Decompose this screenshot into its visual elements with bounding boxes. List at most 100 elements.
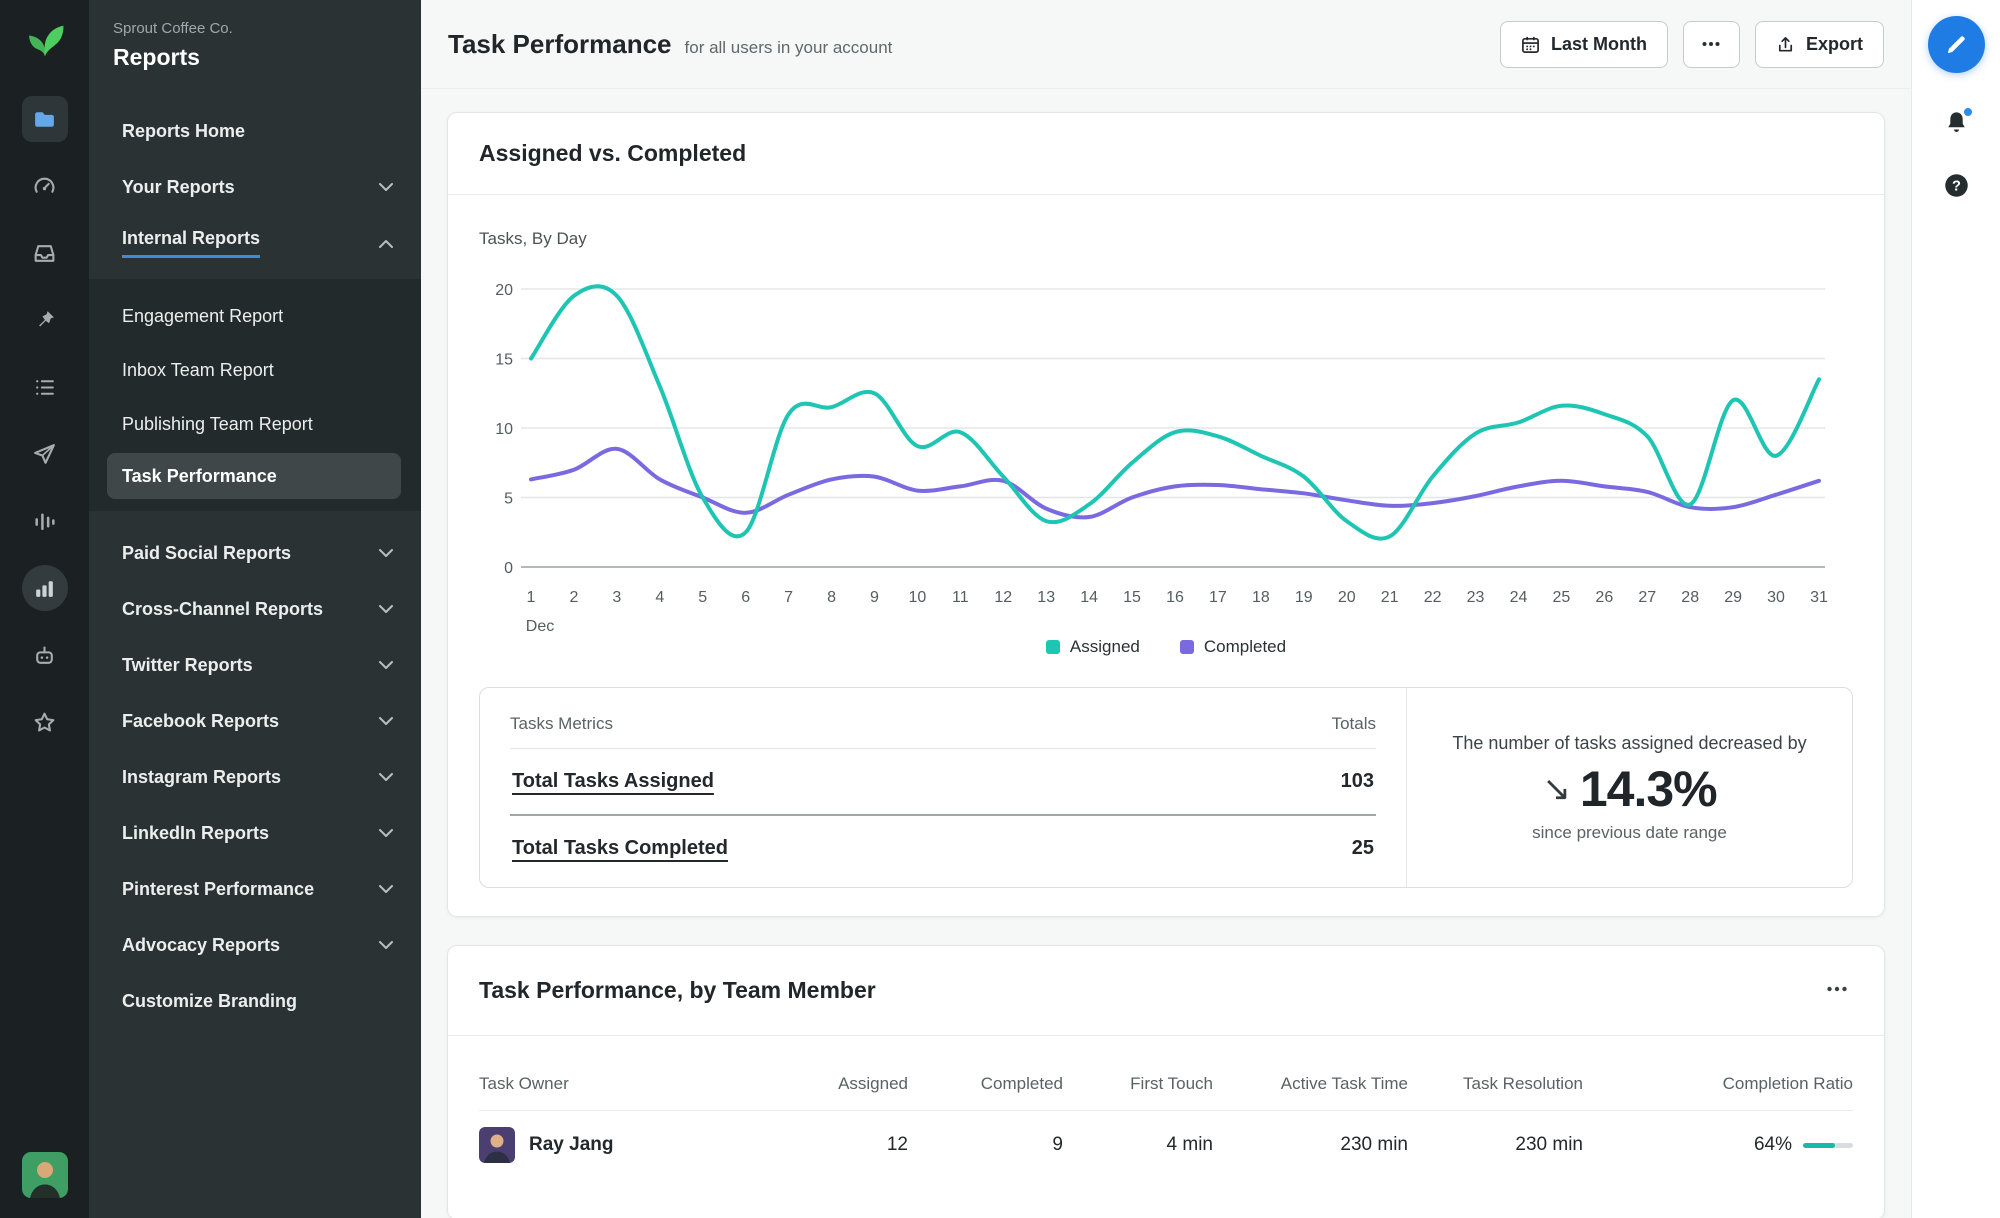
sidebar-item-internal-reports[interactable]: Internal Reports (89, 215, 421, 271)
sidebar-item-label: Advocacy Reports (122, 935, 280, 956)
sidebar-item-paid-social-reports[interactable]: Paid Social Reports (89, 525, 421, 581)
date-range-button[interactable]: Last Month (1500, 21, 1668, 68)
bot-icon[interactable] (22, 632, 68, 678)
list-icon[interactable] (22, 364, 68, 410)
compose-button[interactable] (1928, 16, 1985, 73)
audio-bars-icon[interactable] (22, 498, 68, 544)
send-icon[interactable] (22, 431, 68, 477)
metric-label[interactable]: Total Tasks Completed (512, 837, 728, 860)
completion-ratio-cell: 64% (1583, 1134, 1853, 1156)
sidebar-item-your-reports[interactable]: Your Reports (89, 159, 421, 215)
sidebar-item-facebook-reports[interactable]: Facebook Reports (89, 693, 421, 749)
svg-text:22: 22 (1424, 589, 1442, 606)
svg-text:15: 15 (495, 352, 513, 369)
sidebar-item-label: Facebook Reports (122, 711, 279, 732)
metric-value: 103 (1341, 770, 1374, 793)
team-card-more-button[interactable] (1821, 973, 1853, 1008)
sidebar-item-label: Instagram Reports (122, 767, 281, 788)
content-area: Assigned vs. Completed Tasks, By Day 051… (421, 89, 1911, 1218)
chart-legend: Assigned Completed (479, 637, 1853, 657)
summary-line2: since previous date range (1532, 823, 1727, 843)
notifications-button[interactable] (1943, 109, 1970, 136)
more-dots-icon (1701, 34, 1721, 54)
legend-item-completed[interactable]: Completed (1180, 637, 1286, 657)
svg-text:29: 29 (1724, 589, 1742, 606)
chart-axis-title: Tasks, By Day (479, 229, 1853, 249)
svg-text:11: 11 (952, 589, 969, 606)
reports-folder-icon[interactable] (22, 96, 68, 142)
sidebar-item-inbox-team-report[interactable]: Inbox Team Report (89, 343, 421, 397)
sidebar-item-label: Reports Home (122, 121, 245, 142)
sidebar-item-publishing-team-report[interactable]: Publishing Team Report (89, 397, 421, 451)
chevron-down-icon (379, 183, 393, 192)
pin-icon[interactable] (22, 297, 68, 343)
completed-cell: 9 (908, 1134, 1063, 1156)
svg-text:10: 10 (909, 589, 927, 606)
sidebar-item-label: Paid Social Reports (122, 543, 291, 564)
help-button[interactable]: ? (1943, 172, 1970, 199)
svg-text:30: 30 (1767, 589, 1785, 606)
sidebar-item-linkedin-reports[interactable]: LinkedIn Reports (89, 805, 421, 861)
sidebar-item-instagram-reports[interactable]: Instagram Reports (89, 749, 421, 805)
date-range-label: Last Month (1551, 34, 1647, 55)
sidebar-item-label: Twitter Reports (122, 655, 253, 676)
legend-swatch (1180, 640, 1194, 654)
sidebar-item-engagement-report[interactable]: Engagement Report (89, 289, 421, 343)
bar-chart-icon[interactable] (22, 565, 68, 611)
trend-down-arrow-icon: ↘ (1542, 772, 1571, 806)
summary-value-row: ↘ 14.3% (1542, 764, 1716, 814)
compose-pencil-icon (1943, 32, 1969, 58)
completion-ratio-value: 64% (1754, 1134, 1792, 1156)
svg-text:20: 20 (495, 282, 513, 299)
sidebar-item-label: Internal Reports (122, 228, 260, 258)
svg-text:5: 5 (504, 491, 513, 508)
sidebar-item-advocacy-reports[interactable]: Advocacy Reports (89, 917, 421, 973)
svg-text:10: 10 (495, 421, 513, 438)
column-header: Completed (908, 1074, 1063, 1094)
summary-panel: The number of tasks assigned decreased b… (1406, 688, 1852, 887)
legend-item-assigned[interactable]: Assigned (1046, 637, 1140, 657)
svg-text:1: 1 (527, 589, 536, 606)
sidebar-item-cross-channel-reports[interactable]: Cross-Channel Reports (89, 581, 421, 637)
inbox-icon[interactable] (22, 230, 68, 276)
sidebar-item-pinterest-performance[interactable]: Pinterest Performance (89, 861, 421, 917)
chart-section: Tasks, By Day 05101520123456789101112131… (448, 229, 1884, 916)
metric-label[interactable]: Total Tasks Assigned (512, 770, 714, 793)
company-name: Sprout Coffee Co. (113, 20, 397, 37)
svg-text:9: 9 (870, 589, 879, 606)
svg-text:Dec: Dec (526, 618, 554, 635)
sidebar-item-label: Your Reports (122, 177, 235, 198)
completion-ratio-bar (1803, 1143, 1853, 1148)
app-root: Sprout Coffee Co. Reports Reports HomeYo… (0, 0, 2000, 1218)
metric-row: Total Tasks Assigned 103 (510, 749, 1376, 816)
sidebar-item-label: Inbox Team Report (122, 360, 274, 381)
sidebar-top-items: Reports Home Your Reports Internal Reports (89, 89, 421, 271)
team-table: Task OwnerAssignedCompletedFirst TouchAc… (448, 1036, 1884, 1218)
chevron-down-icon (379, 605, 393, 614)
legend-label: Completed (1204, 637, 1286, 657)
svg-text:27: 27 (1638, 589, 1656, 606)
export-icon (1776, 35, 1795, 54)
svg-text:28: 28 (1681, 589, 1699, 606)
gauge-icon[interactable] (22, 163, 68, 209)
svg-text:19: 19 (1295, 589, 1313, 606)
svg-text:6: 6 (741, 589, 750, 606)
svg-text:26: 26 (1595, 589, 1613, 606)
sidebar-item-label: Pinterest Performance (122, 879, 314, 900)
export-button[interactable]: Export (1755, 21, 1884, 68)
sidebar-item-task-performance[interactable]: Task Performance (107, 453, 401, 499)
user-avatar[interactable] (22, 1152, 68, 1198)
sidebar-item-label: Cross-Channel Reports (122, 599, 323, 620)
sidebar-item-twitter-reports[interactable]: Twitter Reports (89, 637, 421, 693)
column-header: Completion Ratio (1583, 1074, 1853, 1094)
sidebar-item-customize-branding[interactable]: Customize Branding (89, 973, 421, 1029)
more-button[interactable] (1683, 21, 1740, 68)
svg-text:8: 8 (827, 589, 836, 606)
svg-text:31: 31 (1810, 589, 1828, 606)
star-icon[interactable] (22, 699, 68, 745)
sidebar: Sprout Coffee Co. Reports Reports HomeYo… (89, 0, 421, 1218)
member-avatar (479, 1127, 515, 1163)
active-task-time-cell: 230 min (1213, 1134, 1408, 1156)
metrics-box: Tasks MetricsTotalsTotal Tasks Assigned1… (479, 687, 1853, 888)
sidebar-item-reports-home[interactable]: Reports Home (89, 103, 421, 159)
